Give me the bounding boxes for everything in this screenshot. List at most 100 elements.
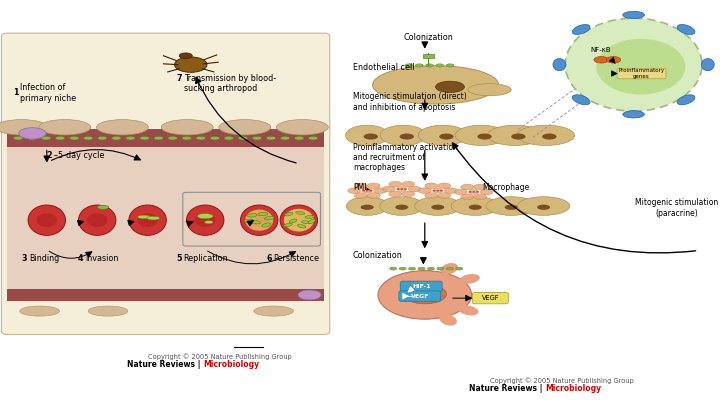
- Ellipse shape: [210, 137, 220, 140]
- Ellipse shape: [511, 133, 526, 139]
- Ellipse shape: [677, 25, 695, 34]
- Ellipse shape: [248, 213, 256, 217]
- Ellipse shape: [361, 204, 374, 210]
- Ellipse shape: [98, 137, 107, 140]
- Text: Binding: Binding: [29, 254, 59, 263]
- Ellipse shape: [440, 190, 443, 191]
- Ellipse shape: [397, 187, 407, 191]
- Ellipse shape: [70, 137, 79, 140]
- Text: Persistence: Persistence: [274, 254, 320, 263]
- Ellipse shape: [425, 183, 438, 189]
- FancyBboxPatch shape: [617, 68, 666, 79]
- Ellipse shape: [305, 215, 314, 219]
- Text: Endothelial cell: Endothelial cell: [353, 63, 414, 72]
- Ellipse shape: [87, 213, 107, 227]
- Ellipse shape: [0, 120, 48, 135]
- Ellipse shape: [195, 213, 215, 227]
- Ellipse shape: [426, 64, 433, 67]
- Text: 2: 2: [47, 151, 53, 160]
- Ellipse shape: [161, 120, 213, 135]
- Ellipse shape: [219, 120, 271, 135]
- Ellipse shape: [78, 205, 116, 235]
- Ellipse shape: [186, 205, 224, 235]
- Ellipse shape: [182, 137, 192, 140]
- Ellipse shape: [289, 219, 297, 223]
- Ellipse shape: [518, 197, 570, 215]
- Ellipse shape: [487, 125, 542, 145]
- Text: Transmission by blood-
sucking arthropod: Transmission by blood- sucking arthropod: [184, 74, 276, 93]
- Ellipse shape: [348, 188, 361, 194]
- Text: Macrophage: Macrophage: [482, 183, 530, 192]
- Text: Nature Reviews |: Nature Reviews |: [469, 384, 545, 393]
- Ellipse shape: [623, 111, 644, 118]
- Ellipse shape: [308, 219, 315, 223]
- Text: 6: 6: [266, 254, 272, 263]
- Text: Proinflammatory
genes: Proinflammatory genes: [618, 68, 665, 79]
- Ellipse shape: [297, 225, 306, 228]
- Ellipse shape: [380, 197, 423, 215]
- Ellipse shape: [373, 65, 498, 104]
- Ellipse shape: [455, 125, 507, 145]
- Ellipse shape: [96, 120, 148, 135]
- Ellipse shape: [224, 137, 233, 140]
- Text: PML: PML: [353, 183, 369, 192]
- Ellipse shape: [397, 188, 400, 190]
- Text: 5: 5: [176, 254, 182, 263]
- Ellipse shape: [537, 204, 550, 210]
- Ellipse shape: [302, 221, 310, 224]
- Ellipse shape: [179, 53, 192, 59]
- Ellipse shape: [438, 193, 451, 198]
- Text: Mitogenic stimulation (direct)
and inhibition of apoptosis: Mitogenic stimulation (direct) and inhib…: [353, 92, 467, 112]
- Ellipse shape: [245, 210, 274, 231]
- Ellipse shape: [408, 267, 415, 270]
- Ellipse shape: [138, 215, 150, 219]
- Text: 4: 4: [78, 254, 84, 263]
- Ellipse shape: [138, 213, 158, 227]
- Ellipse shape: [390, 267, 397, 270]
- Ellipse shape: [476, 191, 479, 193]
- Ellipse shape: [565, 18, 702, 111]
- Ellipse shape: [382, 186, 395, 192]
- Ellipse shape: [474, 184, 487, 190]
- Ellipse shape: [441, 263, 458, 274]
- Ellipse shape: [446, 64, 454, 67]
- Ellipse shape: [204, 221, 213, 224]
- Ellipse shape: [439, 133, 454, 139]
- Ellipse shape: [284, 223, 292, 227]
- Text: Microbiology: Microbiology: [545, 384, 601, 393]
- FancyBboxPatch shape: [400, 281, 442, 292]
- Ellipse shape: [418, 188, 431, 194]
- Ellipse shape: [258, 213, 268, 216]
- Ellipse shape: [425, 193, 438, 198]
- Ellipse shape: [461, 184, 474, 190]
- Text: 3: 3: [22, 254, 27, 263]
- Ellipse shape: [366, 190, 369, 191]
- Ellipse shape: [276, 120, 328, 135]
- Ellipse shape: [405, 64, 413, 67]
- Text: Mitogenic stimulation
(paracrine): Mitogenic stimulation (paracrine): [635, 198, 719, 218]
- Ellipse shape: [39, 120, 91, 135]
- Ellipse shape: [456, 267, 463, 270]
- Ellipse shape: [459, 274, 480, 284]
- Text: Copyright © 2005 Nature Publishing Group: Copyright © 2005 Nature Publishing Group: [490, 377, 634, 384]
- Text: 7: 7: [176, 74, 182, 82]
- Ellipse shape: [251, 221, 261, 224]
- Text: 1: 1: [13, 88, 19, 97]
- Ellipse shape: [97, 205, 109, 209]
- Ellipse shape: [240, 205, 278, 235]
- Ellipse shape: [378, 271, 472, 319]
- Ellipse shape: [284, 209, 314, 231]
- Ellipse shape: [461, 194, 474, 200]
- Ellipse shape: [280, 137, 289, 140]
- Ellipse shape: [400, 133, 414, 139]
- Text: Proinflammatory activation
and recruitment of
macrophages: Proinflammatory activation and recruitme…: [353, 143, 458, 173]
- Ellipse shape: [280, 205, 318, 235]
- Ellipse shape: [459, 305, 479, 316]
- Text: NF-κB: NF-κB: [590, 47, 611, 53]
- Text: Colonization: Colonization: [353, 251, 402, 260]
- Text: Replication: Replication: [184, 254, 228, 263]
- Ellipse shape: [84, 137, 93, 140]
- Ellipse shape: [474, 194, 487, 200]
- Ellipse shape: [112, 137, 121, 140]
- Ellipse shape: [433, 188, 443, 193]
